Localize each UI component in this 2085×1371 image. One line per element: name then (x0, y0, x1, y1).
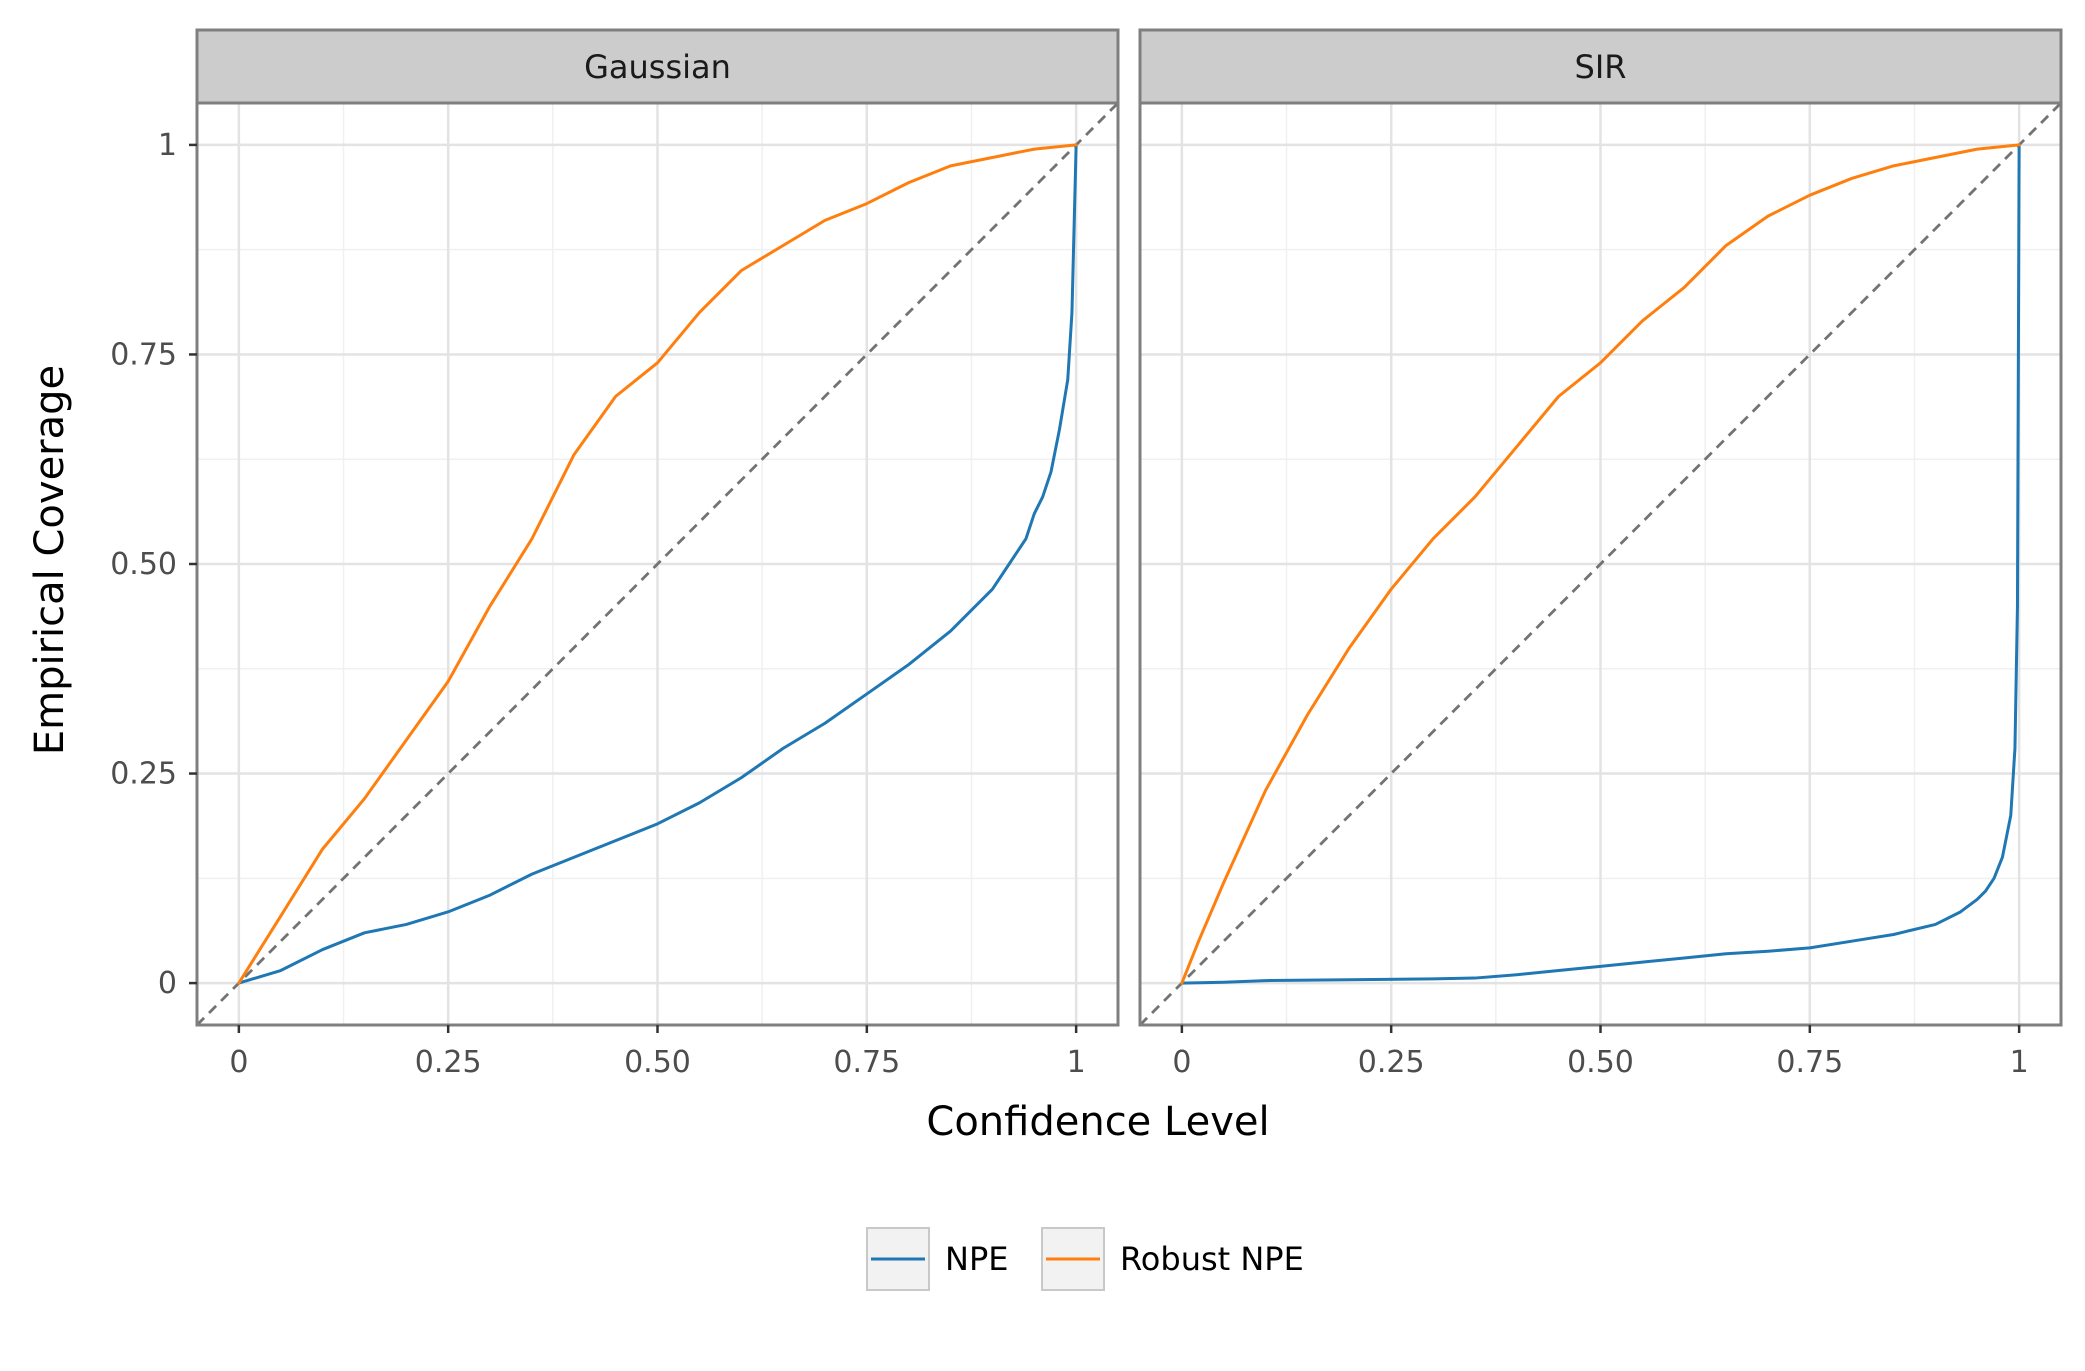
x-tick-label: 0 (229, 1045, 248, 1080)
x-tick-label: 1 (1067, 1045, 1086, 1080)
legend-label-npe: NPE (945, 1240, 1008, 1278)
legend: NPE Robust NPE (866, 1227, 1304, 1291)
y-tick-label: 0.50 (110, 547, 177, 582)
panel-gaussian: Gaussian 0 0.25 0.50 0.75 1 0 0.25 0.50 0.75 1 (110, 28, 1120, 1080)
facet-panels: Gaussian 0 0.25 0.50 0.75 1 0 0.25 0.50 0.75 1 SIR 0… (110, 28, 2063, 1080)
x-tick-label: 0.50 (1567, 1045, 1634, 1080)
y-tick-label: 0 (158, 966, 177, 1001)
series-line-robust-npe (237, 143, 1078, 985)
reference-diagonal-line (1139, 102, 2062, 1026)
legend-key-robust-npe (1041, 1227, 1105, 1291)
y-tick-label: 0.25 (110, 757, 177, 792)
x-tick-label: 0.25 (1358, 1045, 1425, 1080)
x-tick-label: 0.75 (833, 1045, 900, 1080)
y-tick-label: 0.75 (110, 337, 177, 372)
x-tick-label: 1 (2010, 1045, 2029, 1080)
reference-diagonal-line (196, 102, 1119, 1026)
x-tick-label: 0.75 (1776, 1045, 1843, 1080)
facet-strip-label: SIR (1575, 48, 1627, 86)
legend-key-npe (866, 1227, 930, 1291)
x-tick-label: 0.25 (415, 1045, 482, 1080)
facet-strip (1138, 28, 2063, 105)
panel-sir: SIR 0 0.25 0.50 0.75 1 (1138, 28, 2063, 1080)
legend-label-robust-npe: Robust NPE (1120, 1240, 1304, 1278)
x-tick-label: 0.50 (624, 1045, 691, 1080)
x-tick-label: 0 (1172, 1045, 1191, 1080)
series-line-npe (237, 143, 1078, 985)
series-line-npe (1180, 143, 2021, 985)
y-tick-label: 1 (158, 128, 177, 163)
series-line-robust-npe (1180, 143, 2021, 985)
facet-strip-label: Gaussian (584, 48, 731, 86)
facet-strip (195, 28, 1120, 105)
y-axis-title: Empirical Coverage (27, 365, 73, 755)
x-axis-title: Confidence Level (926, 1099, 1269, 1145)
